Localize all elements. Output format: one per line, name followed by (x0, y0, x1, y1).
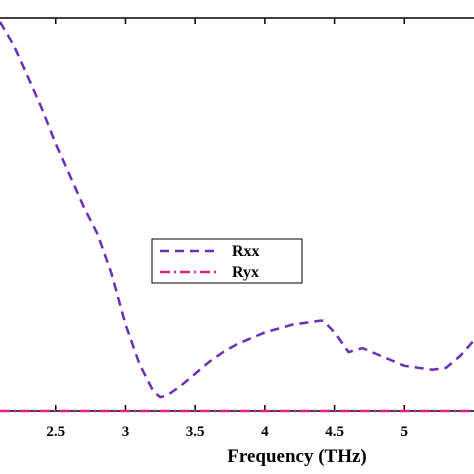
x-tick-label: 3.5 (186, 424, 205, 440)
x-axis-title: Frequency (THz) (227, 446, 367, 467)
plot-frame (0, 17, 474, 412)
legend-label-ryx: Ryx (232, 264, 259, 281)
legend-label-rxx: Rxx (232, 243, 260, 260)
x-tick-label: 3 (122, 424, 130, 440)
legend-box (151, 238, 303, 284)
x-axis-ticks: 2.5 3 3.5 4 4.5 5 (46, 18, 408, 440)
series-line-rxx (0, 21, 474, 399)
x-tick-label: 2.5 (46, 424, 65, 440)
x-tick-label: 5 (401, 424, 409, 440)
series-layer (0, 21, 474, 413)
x-tick-label: 4 (261, 424, 269, 440)
legend: Rxx Ryx (151, 238, 303, 284)
x-tick-label: 4.5 (325, 424, 344, 440)
